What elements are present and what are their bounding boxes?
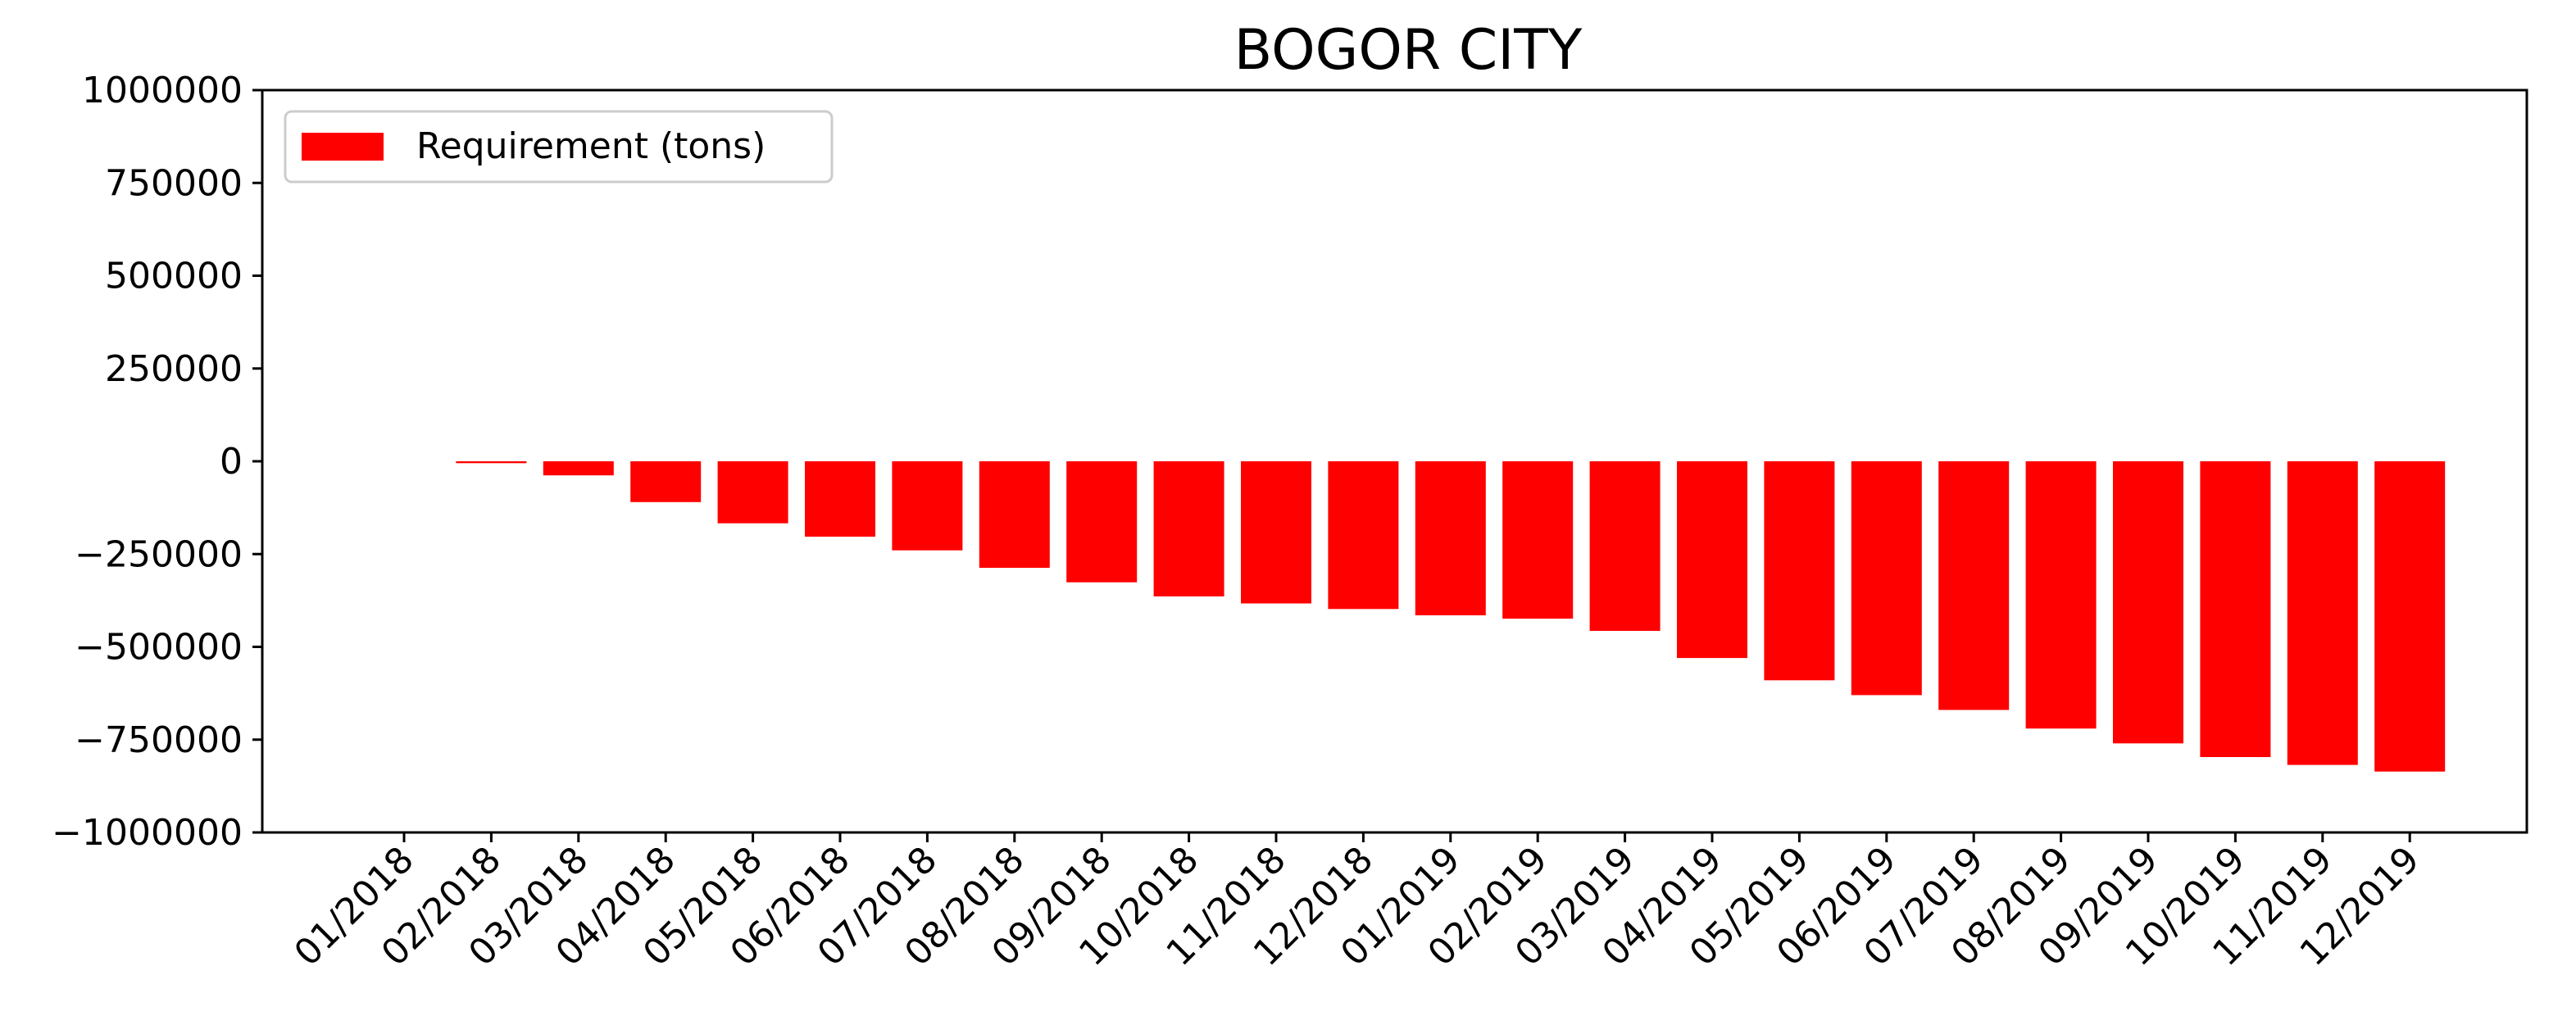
legend-label: Requirement (tons) (416, 125, 766, 167)
y-tick-label: 500000 (105, 256, 243, 297)
bar-02-2018 (456, 461, 527, 464)
y-tick-label: 0 (220, 441, 243, 483)
bar-11-2018 (1241, 461, 1311, 604)
bar-04-2019 (1677, 461, 1747, 659)
chart-title: BOGOR CITY (1234, 18, 1583, 83)
y-tick-label: −250000 (75, 533, 243, 575)
bar-09-2018 (1066, 461, 1138, 583)
bar-08-2019 (2025, 461, 2097, 729)
bar-12-2019 (2374, 461, 2446, 772)
bar-10-2018 (1153, 461, 1224, 596)
bar-04-2018 (630, 461, 702, 502)
bar-05-2019 (1764, 461, 1835, 681)
bar-09-2019 (2113, 461, 2183, 744)
y-tick-label: 250000 (105, 348, 243, 390)
bar-03-2019 (1589, 461, 1661, 631)
bar-07-2019 (1938, 461, 2010, 710)
bar-12-2018 (1328, 461, 1399, 610)
y-tick-label: 750000 (105, 162, 243, 204)
y-tick-label: 1000000 (82, 70, 243, 111)
plot-area: 1000000 750000 500000 250000 0 −250000 −500000… (52, 70, 2528, 974)
bar-06-2019 (1851, 461, 1922, 696)
bar-06-2018 (805, 461, 875, 537)
bar-08-2018 (979, 461, 1050, 568)
bar-05-2018 (717, 461, 788, 524)
bar-07-2018 (892, 461, 963, 551)
y-tick-label: −500000 (75, 627, 243, 669)
y-tick-label: −750000 (75, 719, 243, 761)
bar-03-2018 (543, 461, 614, 476)
bar-11-2019 (2287, 461, 2358, 765)
bar-02-2019 (1502, 461, 1574, 619)
bar-01-2019 (1415, 461, 1486, 615)
legend: Requirement (tons) (284, 110, 834, 184)
bar-10-2019 (2200, 461, 2271, 757)
legend-swatch (302, 133, 384, 161)
legend-frame (284, 110, 834, 184)
y-tick-label: −1000000 (52, 812, 243, 854)
